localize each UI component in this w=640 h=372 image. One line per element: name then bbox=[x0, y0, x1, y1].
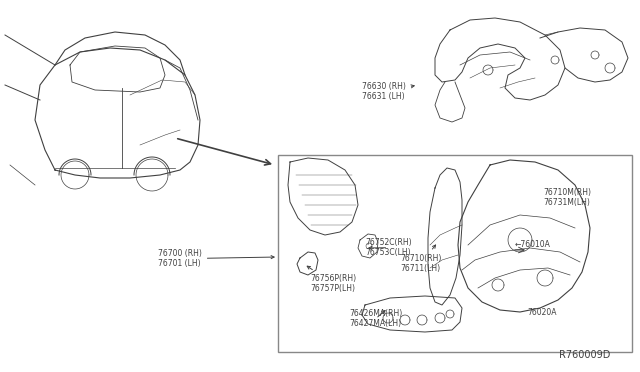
Bar bbox=[278, 155, 632, 352]
Text: 76020A: 76020A bbox=[527, 308, 557, 317]
Text: 76756P(RH)
76757P(LH): 76756P(RH) 76757P(LH) bbox=[307, 266, 356, 294]
Text: 76752C(RH)
76753C(LH): 76752C(RH) 76753C(LH) bbox=[365, 238, 412, 257]
Text: R760009D: R760009D bbox=[559, 350, 610, 360]
Text: 76630 (RH)
76631 (LH): 76630 (RH) 76631 (LH) bbox=[362, 82, 414, 102]
Text: 76710(RH)
76711(LH): 76710(RH) 76711(LH) bbox=[400, 245, 442, 273]
Text: ←76010A: ←76010A bbox=[515, 240, 551, 249]
Text: 76710M(RH)
76731M(LH): 76710M(RH) 76731M(LH) bbox=[543, 188, 591, 208]
Text: 76426MA(RH)
76427MA(LH): 76426MA(RH) 76427MA(LH) bbox=[349, 309, 403, 328]
Text: 76700 (RH)
76701 (LH): 76700 (RH) 76701 (LH) bbox=[158, 249, 274, 269]
